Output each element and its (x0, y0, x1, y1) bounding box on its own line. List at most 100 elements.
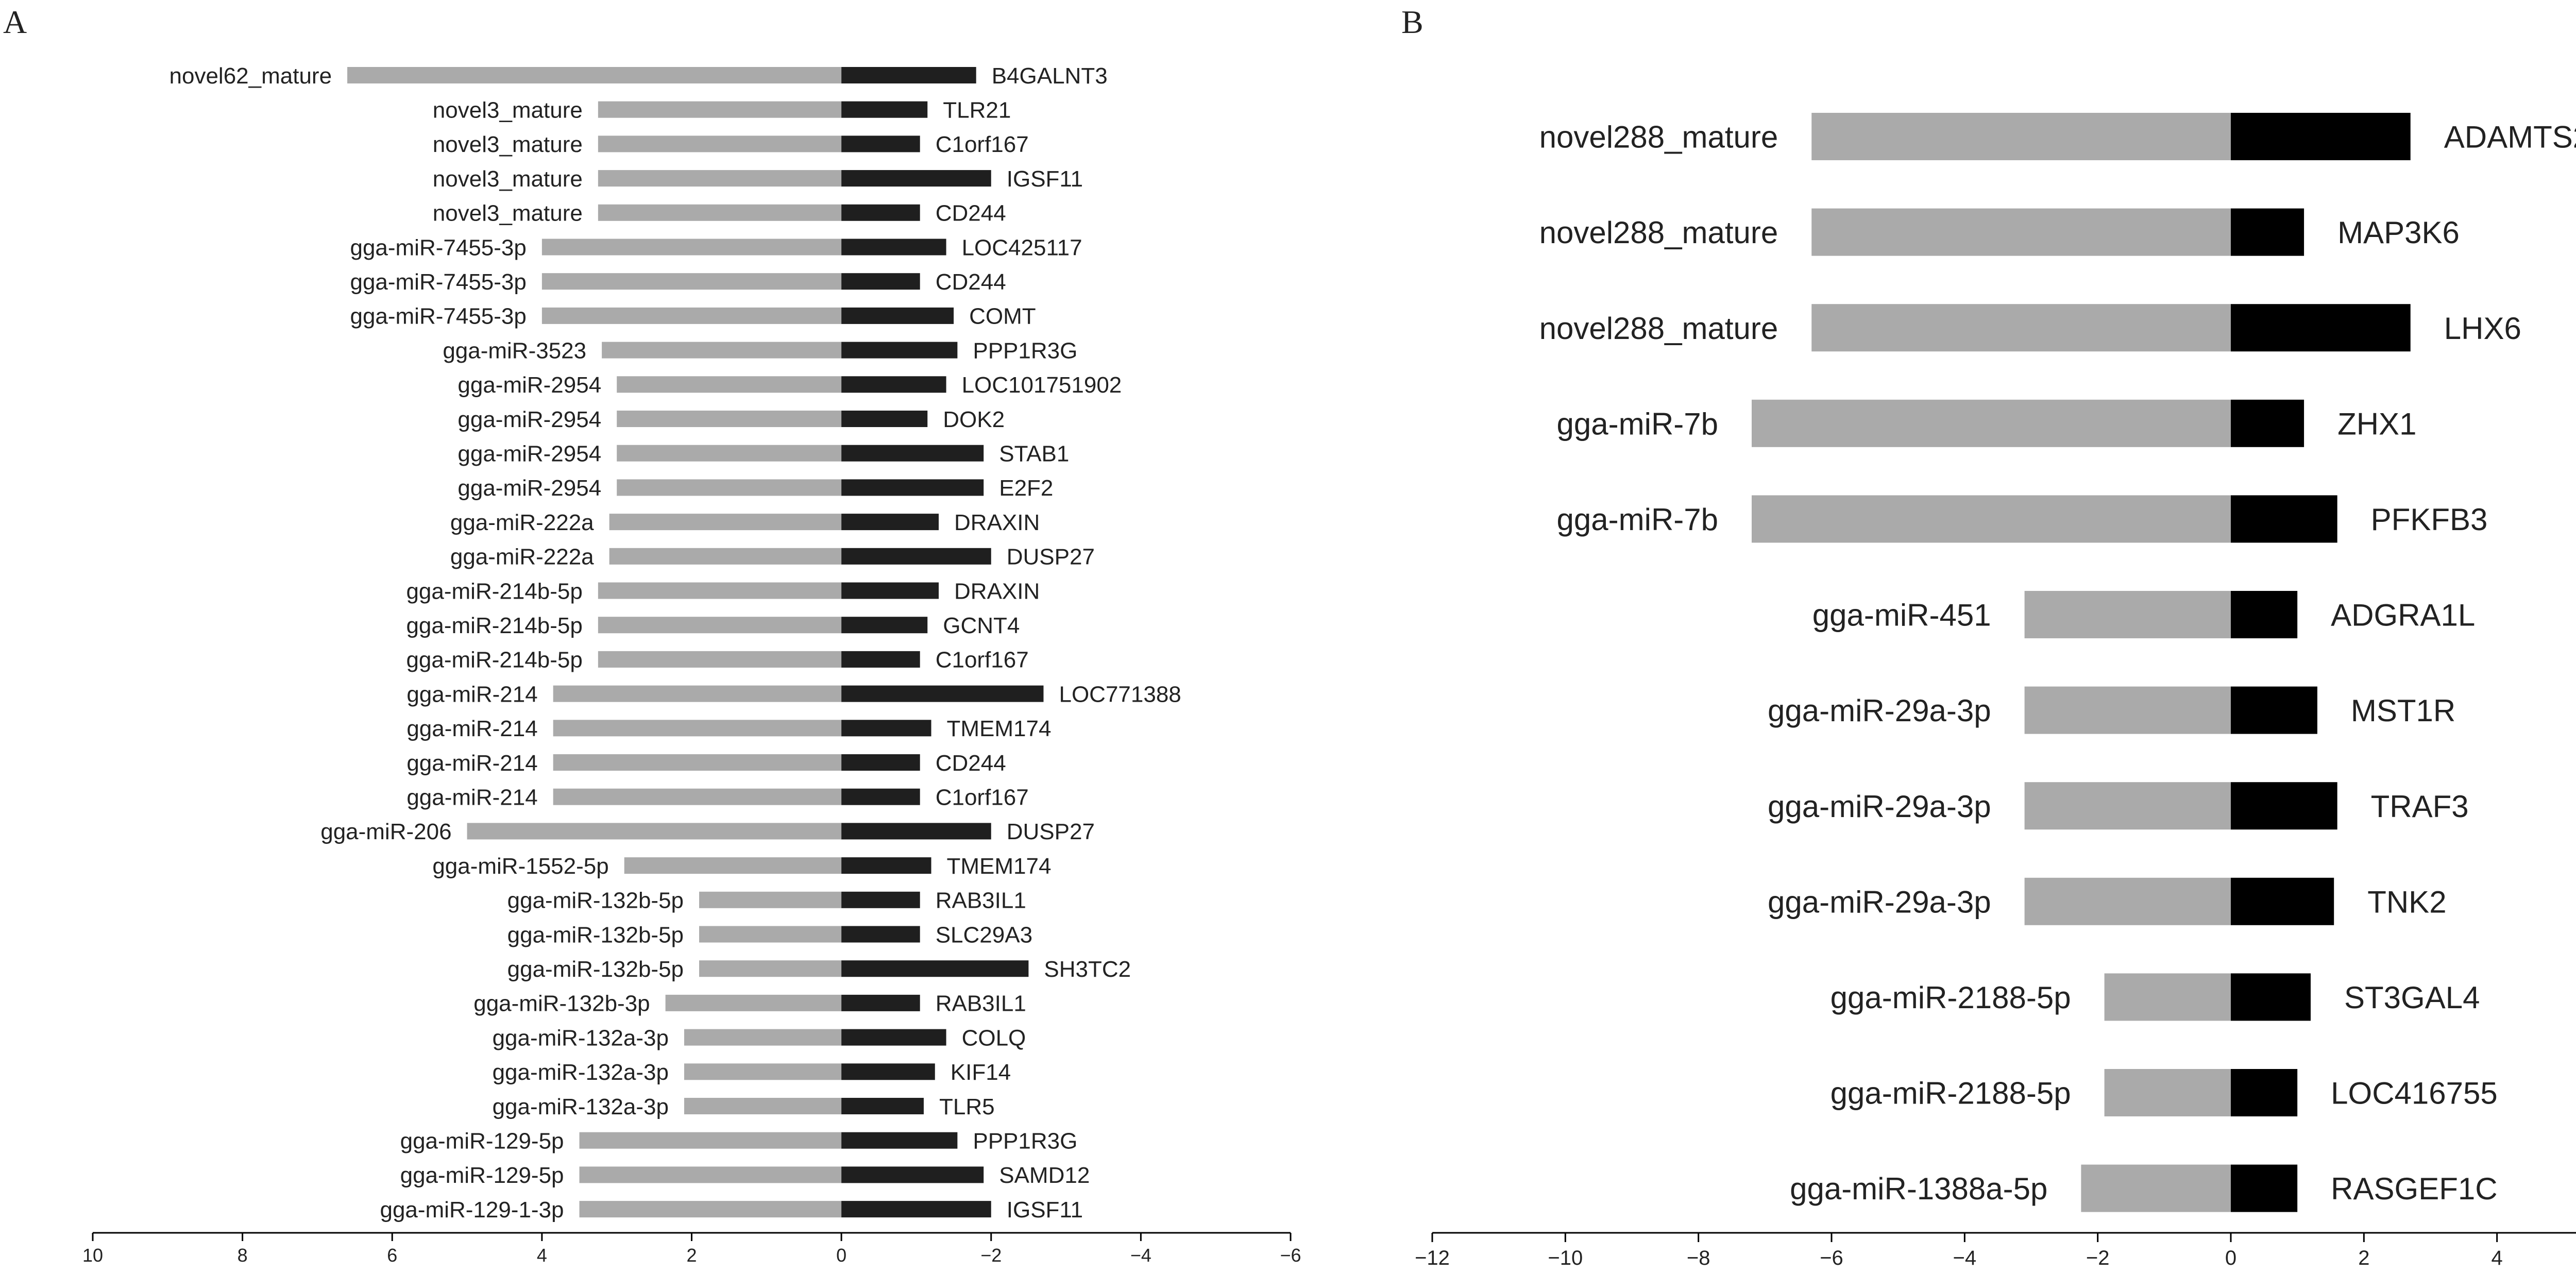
panel-b-mirna-label: novel288_mature (1539, 215, 1778, 250)
panel-a-mirna-label: novel3_mature (433, 98, 583, 123)
panel-b-target-bar (2231, 113, 2411, 160)
panel-a-target-bar (841, 1166, 984, 1183)
panel-a-target-label: STAB1 (999, 442, 1069, 467)
panel-b-tick-label: −8 (1687, 1247, 1710, 1269)
panel-a-target-label: KIF14 (951, 1060, 1011, 1085)
panel-b-mirna-label: gga-miR-29a-3p (1768, 789, 1991, 824)
panel-b-tick-label: −4 (1953, 1247, 1977, 1269)
panel-b-mirna-label: gga-miR-1388a-5p (1790, 1172, 2047, 1206)
panel-b-target-label: PFKFB3 (2371, 502, 2488, 537)
panel-a-target-bar (841, 135, 920, 152)
panel-b-target-label: ADGRA1L (2331, 598, 2475, 633)
panel-a-mirna-label: novel62_mature (170, 63, 332, 89)
panel-a-tick-label: 8 (238, 1245, 248, 1266)
panel-a-mirna-bar (684, 1098, 842, 1114)
panel-a-chart: 10 8 6 4 2 0 −2 −4 −6 novel62_mature B4GALNT3 novel… (82, 63, 1301, 1266)
panel-b-mirna-label: gga-miR-7b (1557, 502, 1718, 537)
panel-a-mirna-label: gga-miR-129-1-3p (380, 1197, 564, 1223)
panel-b-target-label: ST3GAL4 (2344, 980, 2480, 1015)
panel-a-mirna-bar (553, 754, 842, 771)
panel-b-mirna-label: gga-miR-2188-5p (1831, 1076, 2071, 1111)
panel-a-target-label: DOK2 (943, 407, 1005, 432)
panel-a-target-label: CD244 (936, 751, 1006, 776)
panel-a-target-bar (841, 1201, 991, 1218)
panel-a-mirna-bar (598, 135, 842, 152)
panel-a-target-bar (841, 342, 958, 359)
panel-a-mirna-bar (609, 514, 842, 531)
panel-a-target-label: LOC101751902 (962, 372, 1122, 398)
panel-a-target-label: SLC29A3 (936, 922, 1032, 947)
panel-b-tick-label: −2 (2086, 1247, 2110, 1269)
panel-a-target-label: DRAXIN (954, 579, 1040, 604)
panel-b-target-label: RASGEF1C (2331, 1172, 2497, 1206)
panel-a-mirna-bar (347, 67, 842, 83)
panel-a-tick-label: 6 (387, 1245, 397, 1266)
panel-a-mirna-label: gga-miR-2954 (457, 372, 601, 398)
panel-a-target-label: TMEM174 (947, 854, 1052, 879)
panel-a-mirna-bar (624, 857, 842, 874)
panel-b-mirna-label: gga-miR-451 (1812, 598, 1991, 633)
panel-a-target-label: TLR5 (939, 1094, 995, 1119)
panel-a-mirna-label: gga-miR-206 (320, 819, 451, 844)
panel-a-target-bar (841, 1029, 946, 1046)
panel-b-mirna-label: novel288_mature (1539, 311, 1778, 346)
panel-a-target-label: DUSP27 (1007, 545, 1095, 570)
panel-a-target-bar (841, 823, 991, 840)
panel-a-mirna-bar (598, 101, 842, 118)
panel-a-tick-label: −4 (1130, 1245, 1151, 1266)
panel-a-target-label: B4GALNT3 (992, 63, 1108, 89)
panel-a-mirna-label: novel3_mature (433, 201, 583, 226)
panel-a-mirna-bar (699, 960, 842, 977)
panel-b-mirna-bar (1811, 113, 2231, 160)
panel-a-mirna-bar (617, 376, 842, 393)
panel-b-mirna-bar (2024, 782, 2231, 830)
panel-a-mirna-bar (541, 273, 842, 290)
panel-a-tick-label: 4 (537, 1245, 547, 1266)
panel-a-target-bar (841, 617, 928, 634)
panel-a-mirna-label: gga-miR-214b-5p (406, 579, 582, 604)
panel-a-target-label: DUSP27 (1007, 819, 1095, 844)
panel-a-target-bar (841, 1063, 935, 1080)
panel-a-target-bar (841, 376, 946, 393)
panel-a-target-bar (841, 273, 920, 290)
panel-b-target-bar (2231, 304, 2411, 352)
panel-a-target-label: SAMD12 (999, 1163, 1090, 1188)
panel-a-target-bar (841, 204, 920, 221)
panel-b-target-label: TNK2 (2367, 885, 2446, 919)
panel-a-mirna-bar (579, 1166, 842, 1183)
panel-b-mirna-bar (1752, 399, 2231, 447)
panel-a-target-label: SH3TC2 (1044, 957, 1131, 982)
panel-a-target-bar (841, 307, 954, 324)
panel-a-target-bar (841, 926, 920, 943)
panel-b-target-label: ADAMTS20 (2444, 120, 2576, 155)
panel-a-mirna-bar (553, 720, 842, 737)
panel-b-target-label: LOC416755 (2331, 1076, 2498, 1111)
panel-a-target-bar (841, 754, 920, 771)
panel-a-mirna-label: gga-miR-7455-3p (350, 269, 526, 295)
panel-b-mirna-bar (2104, 973, 2231, 1021)
panel-a-target-bar (841, 960, 1029, 977)
panel-a-target-bar (841, 239, 946, 256)
panel-a-target-label: DRAXIN (954, 510, 1040, 535)
panel-b-target-label: MST1R (2351, 693, 2455, 728)
panel-a-mirna-label: gga-miR-132a-3p (493, 1094, 669, 1119)
panel-a-mirna-label: gga-miR-7455-3p (350, 304, 526, 329)
panel-b-target-label: ZHX1 (2337, 406, 2416, 441)
panel-a-target-bar (841, 1098, 924, 1114)
panel-a-target-bar (841, 411, 928, 427)
panel-a-mirna-label: gga-miR-132b-3p (473, 991, 650, 1016)
panel-a-mirna-bar (617, 479, 842, 496)
panel-a-target-label: CD244 (936, 269, 1006, 295)
panel-b-target-bar (2231, 1164, 2298, 1212)
panel-a-mirna-label: gga-miR-222a (450, 510, 594, 535)
panel-a-mirna-label: gga-miR-3523 (443, 338, 586, 363)
panel-b-mirna-bar (2024, 591, 2231, 638)
panel-a-mirna-bar (598, 582, 842, 599)
panel-b-target-bar (2231, 877, 2334, 925)
panel-b-mirna-bar (2024, 686, 2231, 734)
panel-b-target-label: MAP3K6 (2337, 215, 2460, 250)
panel-b-target-bar (2231, 782, 2337, 830)
panel-a-target-label: TLR21 (943, 98, 1011, 123)
panel-b-mirna-bar (1752, 495, 2231, 543)
